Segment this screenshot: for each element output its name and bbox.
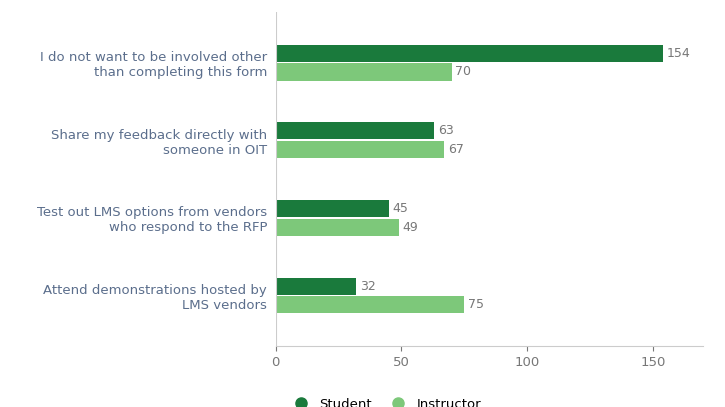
Text: 154: 154 <box>667 47 690 60</box>
Bar <box>276 200 389 217</box>
Text: 32: 32 <box>360 280 376 293</box>
Text: 45: 45 <box>392 202 408 215</box>
Bar <box>276 123 434 140</box>
Bar <box>276 141 444 158</box>
Text: 49: 49 <box>402 221 418 234</box>
Text: 75: 75 <box>468 298 484 311</box>
Bar <box>276 45 663 62</box>
Legend: Student, Instructor: Student, Instructor <box>282 393 486 407</box>
Text: 70: 70 <box>455 66 471 79</box>
Bar <box>276 219 399 236</box>
Bar <box>276 296 464 313</box>
Text: 67: 67 <box>448 143 464 156</box>
Bar <box>276 63 452 81</box>
Text: 63: 63 <box>438 125 454 138</box>
Bar <box>276 278 356 295</box>
